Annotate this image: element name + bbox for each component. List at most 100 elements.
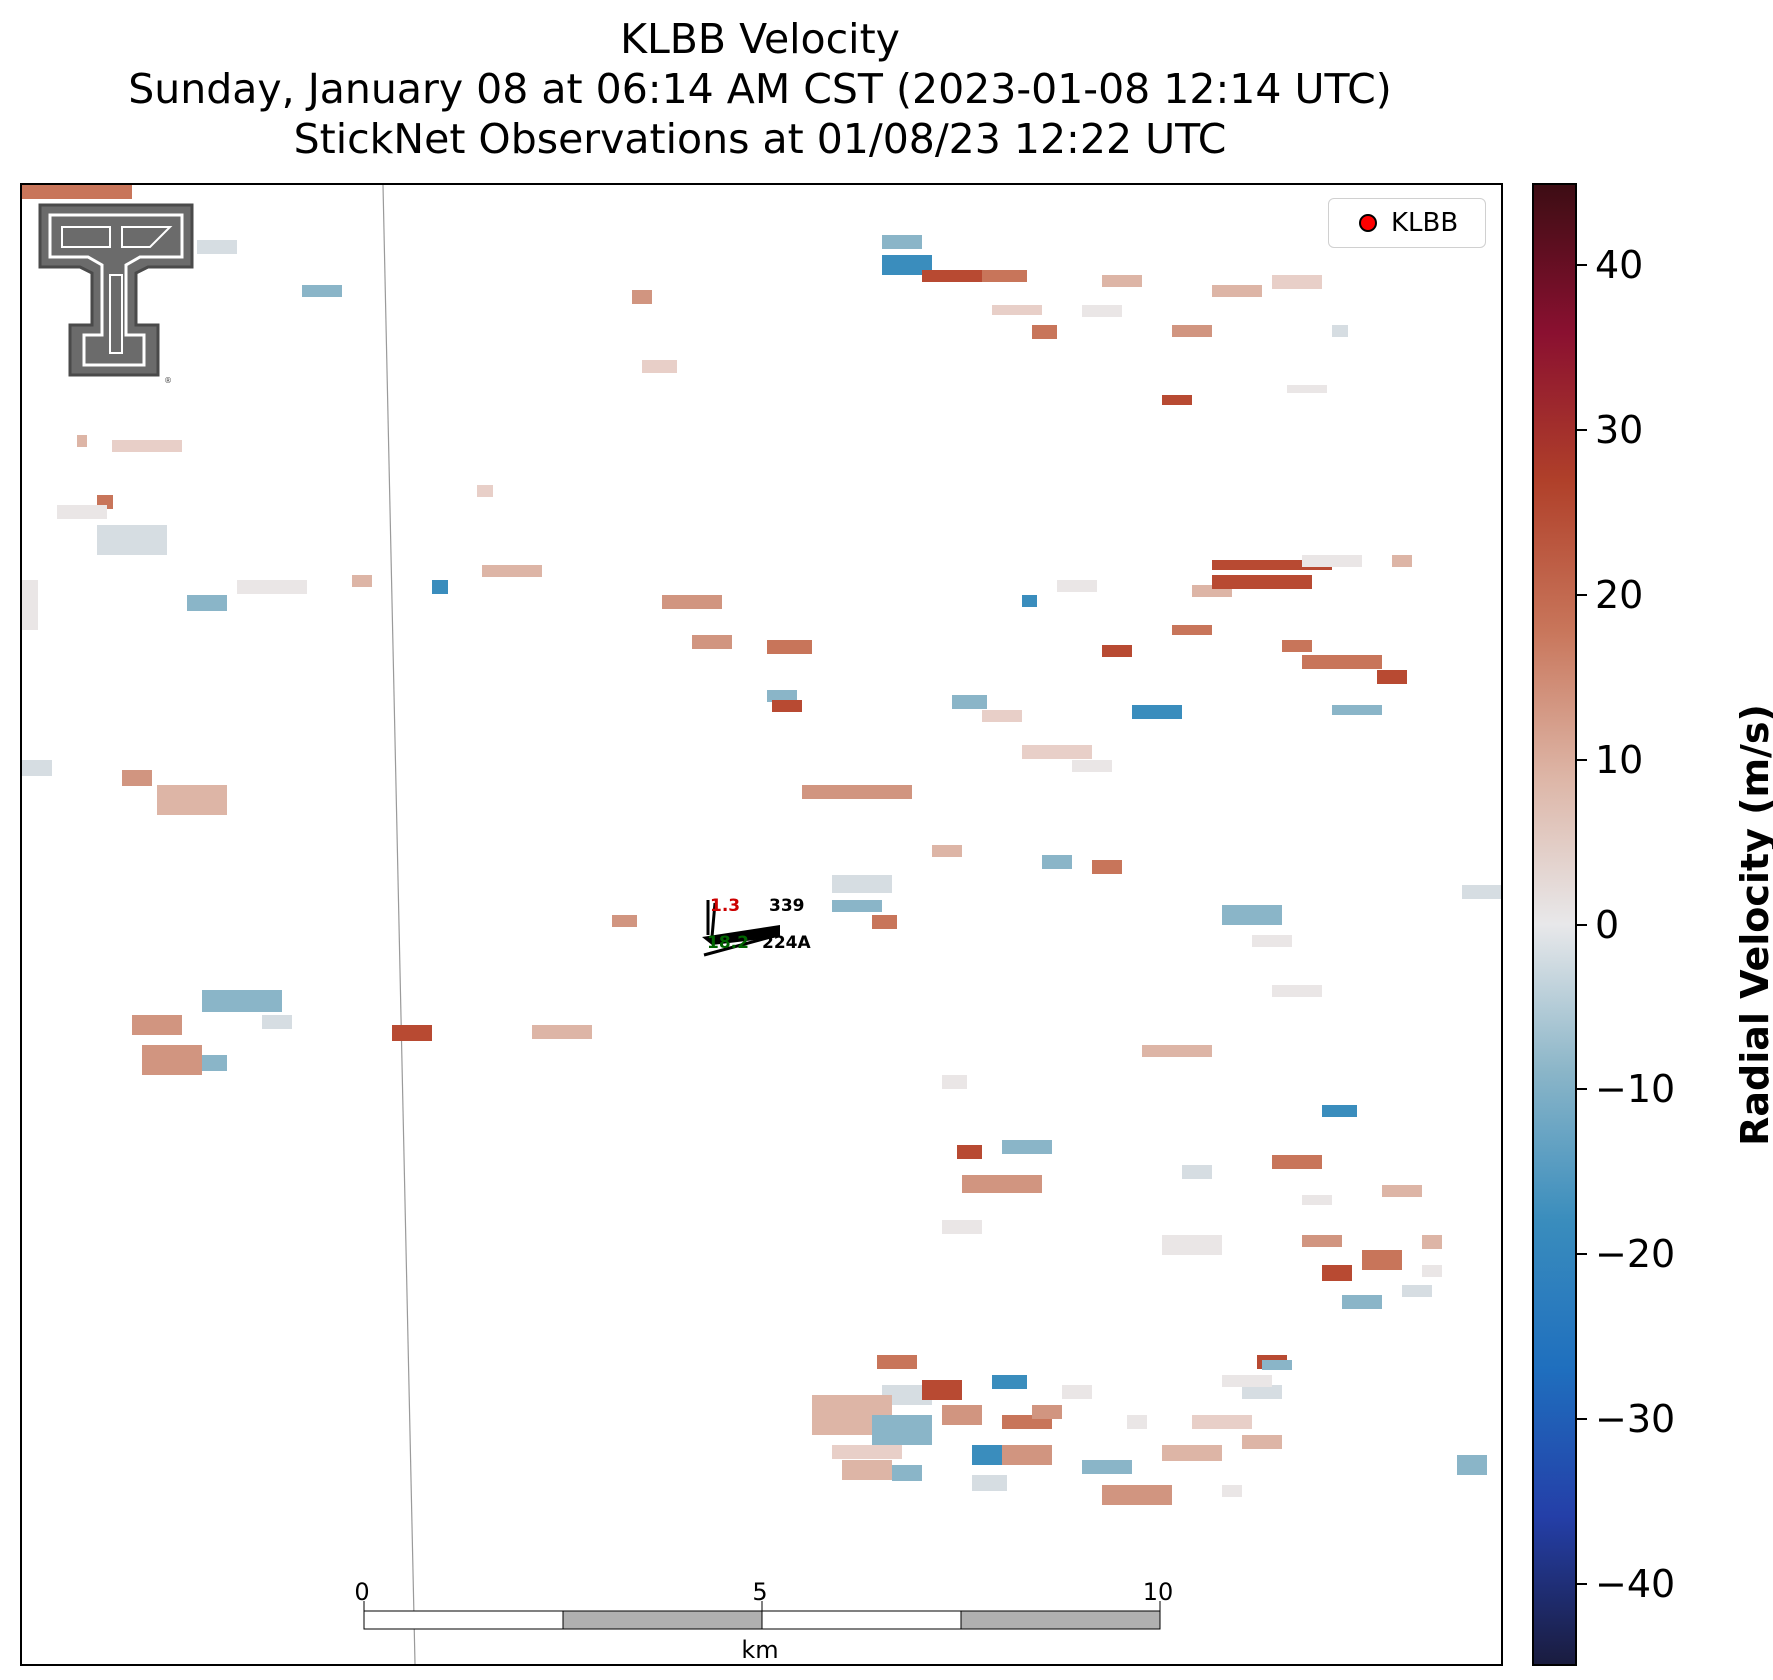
velocity-echo-cell: [97, 525, 167, 555]
velocity-echo-cell: [202, 1055, 227, 1071]
velocity-echo-cell: [157, 785, 227, 815]
velocity-echo-cell: [1242, 1385, 1282, 1399]
velocity-echo-cell: [1212, 560, 1332, 570]
velocity-echo-cell: [22, 580, 38, 630]
velocity-echo-cell: [1302, 655, 1382, 669]
velocity-echo-cell: [1042, 855, 1072, 869]
colorbar-tick-label: 20: [1595, 572, 1644, 617]
velocity-echo-cell: [1402, 1285, 1432, 1297]
velocity-echo-cell: [1102, 1485, 1172, 1505]
velocity-echo-cell: [692, 635, 732, 649]
velocity-echo-cell: [1022, 595, 1037, 607]
velocity-echo-cell: [1287, 385, 1327, 393]
velocity-echo-cell: [1172, 625, 1212, 635]
scale-bar: [363, 1601, 1161, 1630]
velocity-echo-cell: [802, 785, 912, 799]
colorbar-tick: [1577, 429, 1587, 432]
velocity-echo-cell: [662, 595, 722, 609]
county-boundary-line: [382, 185, 416, 1664]
velocity-echo-cell: [1272, 275, 1322, 289]
colorbar-tick: [1577, 264, 1587, 267]
colorbar-tick-label: 10: [1595, 737, 1644, 782]
texas-tech-double-t-logo: ®: [38, 203, 194, 385]
velocity-echo-cell: [767, 640, 812, 654]
velocity-echo-cell: [202, 990, 282, 1012]
wind-barb-shaft-339b: [710, 902, 717, 938]
velocity-echo-cell: [957, 1145, 982, 1159]
scale-bar-segment: [363, 1610, 564, 1630]
velocity-echo-cell: [992, 1375, 1027, 1389]
velocity-echo-cell: [187, 595, 227, 611]
velocity-echo-cell: [1022, 745, 1092, 759]
velocity-echo-cell: [872, 1415, 932, 1445]
velocity-echo-cell: [142, 1045, 202, 1075]
colorbar-tick: [1577, 758, 1587, 761]
velocity-echo-cell: [532, 1025, 592, 1039]
velocity-echo-cell: [1032, 325, 1057, 339]
station-224A-id: 224A: [762, 933, 811, 953]
velocity-colorbar: [1532, 183, 1577, 1666]
velocity-echo-cell: [882, 255, 932, 275]
velocity-echo-cell: [1302, 1235, 1342, 1247]
radar-map-svg: ®: [22, 185, 1501, 1664]
velocity-echo-cell: [1162, 1235, 1222, 1255]
velocity-echo-cell: [772, 700, 802, 712]
velocity-echo-cell: [1132, 705, 1182, 719]
scale-bar-label-0: 0: [354, 1578, 370, 1606]
colorbar-title: Radial Velocity (m/s): [1733, 704, 1773, 1146]
velocity-echo-cell: [842, 1460, 892, 1480]
velocity-echo-cell: [1172, 325, 1212, 337]
velocity-echo-cell: [1272, 985, 1322, 997]
velocity-echo-cell: [972, 1475, 1007, 1491]
velocity-echo-cell: [1457, 1455, 1487, 1475]
scale-bar-segment: [761, 1610, 962, 1630]
velocity-echo-cell: [982, 270, 1027, 282]
velocity-echo-cell: [1032, 1405, 1062, 1419]
scale-bar-unit: km: [741, 1636, 779, 1664]
velocity-echo-cell: [1127, 1415, 1147, 1429]
legend-label: KLBB: [1391, 208, 1459, 238]
velocity-echo-cell: [1062, 1385, 1092, 1399]
velocity-echo-cell: [1282, 640, 1312, 652]
velocity-echo-cell: [1332, 705, 1382, 715]
velocity-echo-cell: [832, 1445, 902, 1459]
velocity-echo-cell: [952, 695, 987, 709]
velocity-echo-cell: [1102, 275, 1142, 287]
velocity-echo-cell: [1162, 1445, 1222, 1461]
velocity-echo-cell: [392, 1025, 432, 1041]
velocity-echo-cell: [1242, 1435, 1282, 1449]
scale-bar-segment: [960, 1610, 1161, 1630]
velocity-echo-cell: [1222, 1375, 1272, 1387]
colorbar-tick: [1577, 1253, 1587, 1256]
velocity-echo-cell: [1377, 670, 1407, 684]
velocity-echo-cell: [982, 710, 1022, 722]
velocity-echo-cell: [892, 1465, 922, 1481]
velocity-echo-cell: [832, 900, 882, 912]
wind-barb-flag-224A: [702, 925, 780, 945]
velocity-echo-cell: [1342, 1295, 1382, 1309]
velocity-echo-cell: [1262, 1360, 1292, 1370]
velocity-echo-cell: [77, 435, 87, 447]
radar-map: ®: [20, 183, 1503, 1666]
colorbar-tick: [1577, 1417, 1587, 1420]
velocity-echo-cell: [767, 690, 797, 702]
velocity-echo-cell: [1192, 1415, 1252, 1429]
svg-text:®: ®: [164, 376, 172, 385]
velocity-echo-cell: [1082, 1460, 1132, 1474]
velocity-echo-cell: [1102, 645, 1132, 657]
velocity-echo-cell: [1222, 905, 1282, 925]
velocity-echo-cell: [1002, 1140, 1052, 1154]
chart-subtitle-time: Sunday, January 08 at 06:14 AM CST (2023…: [128, 65, 1392, 113]
velocity-echo-cell: [632, 290, 652, 304]
velocity-echo-cell: [1057, 580, 1097, 592]
scale-bar-label-5: 5: [752, 1578, 768, 1606]
velocity-echo-cell: [1002, 1445, 1052, 1465]
velocity-echo-cell: [482, 565, 542, 577]
velocity-echo-cell: [302, 285, 342, 297]
velocity-echo-cell: [197, 240, 237, 254]
velocity-echo-cell: [1332, 325, 1348, 337]
velocity-echo-cell: [1392, 555, 1412, 567]
colorbar-tick-label: 30: [1595, 408, 1644, 453]
colorbar-tick: [1577, 1088, 1587, 1091]
scale-bar-label-10: 10: [1142, 1578, 1174, 1606]
